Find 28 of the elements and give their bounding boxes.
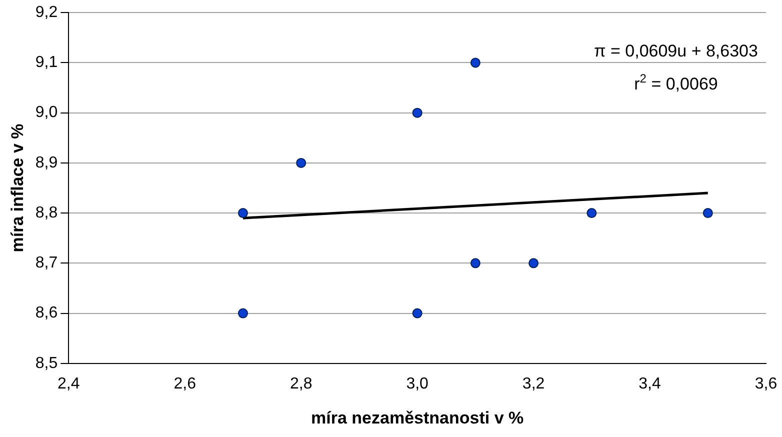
y-tick-label: 8,5	[35, 354, 58, 372]
y-axis-title: míra inflace v %	[8, 124, 27, 252]
point	[470, 58, 480, 68]
point	[470, 258, 480, 268]
point	[586, 208, 597, 218]
x-tick-label: 2,6	[174, 375, 196, 392]
point	[412, 108, 422, 118]
y-tick-label: 8,6	[35, 304, 58, 322]
y-tick-label: 8,9	[35, 154, 58, 172]
x-tick-label: 2,8	[290, 375, 312, 392]
point	[238, 308, 248, 318]
point	[528, 258, 539, 268]
y-tick-label: 9,2	[35, 4, 58, 22]
annotation: π = 0,0609u + 8,6303	[594, 42, 758, 61]
point	[238, 208, 248, 218]
y-tick-label: 9,0	[35, 104, 58, 122]
y-tick-label: 8,8	[35, 204, 58, 222]
x-tick-label: 3,6	[754, 375, 778, 392]
y-tick-label: 9,1	[35, 54, 58, 72]
x-tick-label: 3,4	[638, 375, 661, 392]
x-tick-label: 2,4	[58, 375, 80, 392]
x-axis-title: míra nezaměstnanosti v %	[311, 408, 524, 428]
x-tick-label: 3,2	[522, 375, 545, 392]
y-tick-label: 8,7	[35, 254, 58, 272]
point	[412, 308, 422, 318]
point	[702, 208, 713, 218]
x-tick-label: 3,0	[406, 375, 429, 392]
point	[296, 158, 306, 168]
